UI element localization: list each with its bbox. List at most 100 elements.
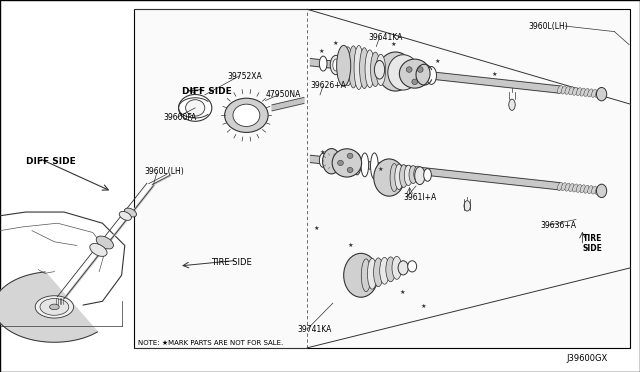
Ellipse shape <box>361 153 369 177</box>
Ellipse shape <box>584 89 589 96</box>
Ellipse shape <box>565 183 570 191</box>
Ellipse shape <box>40 298 69 315</box>
Ellipse shape <box>319 153 327 167</box>
Ellipse shape <box>338 48 348 84</box>
Ellipse shape <box>595 90 600 98</box>
Polygon shape <box>310 58 560 93</box>
Ellipse shape <box>367 259 377 289</box>
Ellipse shape <box>426 67 436 84</box>
Text: ★: ★ <box>492 72 497 77</box>
Ellipse shape <box>399 165 408 187</box>
Text: ★: ★ <box>333 41 338 46</box>
Ellipse shape <box>557 86 563 94</box>
Ellipse shape <box>414 166 422 182</box>
Ellipse shape <box>119 211 131 220</box>
Ellipse shape <box>584 185 589 193</box>
Ellipse shape <box>365 50 374 87</box>
Ellipse shape <box>344 253 378 297</box>
Ellipse shape <box>348 153 353 158</box>
Ellipse shape <box>348 167 353 173</box>
Ellipse shape <box>599 187 604 195</box>
Ellipse shape <box>35 296 74 318</box>
Ellipse shape <box>569 87 574 95</box>
Ellipse shape <box>386 257 396 282</box>
Text: ★: ★ <box>378 167 383 172</box>
Text: 47950NA: 47950NA <box>266 90 301 99</box>
Ellipse shape <box>338 160 344 166</box>
Ellipse shape <box>573 87 578 95</box>
Ellipse shape <box>596 184 607 198</box>
Ellipse shape <box>349 46 358 88</box>
Ellipse shape <box>573 184 578 192</box>
Ellipse shape <box>599 90 604 98</box>
Ellipse shape <box>569 183 574 192</box>
Text: 39600FA: 39600FA <box>163 113 196 122</box>
Ellipse shape <box>398 261 408 275</box>
Ellipse shape <box>557 182 563 190</box>
Ellipse shape <box>591 186 596 194</box>
Text: 39752XA: 39752XA <box>227 72 262 81</box>
Ellipse shape <box>371 52 380 87</box>
Ellipse shape <box>330 55 342 75</box>
Text: ★: ★ <box>320 150 325 155</box>
Ellipse shape <box>323 148 340 174</box>
Text: TIRE SIDE: TIRE SIDE <box>211 258 252 267</box>
Ellipse shape <box>591 89 596 97</box>
Ellipse shape <box>186 100 205 116</box>
Ellipse shape <box>406 67 412 72</box>
Text: DIFF SIDE: DIFF SIDE <box>182 87 232 96</box>
Ellipse shape <box>374 159 404 196</box>
Text: NOTE: ★MARK PARTS ARE NOT FOR SALE.: NOTE: ★MARK PARTS ARE NOT FOR SALE. <box>138 340 283 346</box>
Ellipse shape <box>371 153 378 179</box>
Bar <box>134 9 630 348</box>
Text: ★: ★ <box>435 59 440 64</box>
Ellipse shape <box>124 208 136 217</box>
Ellipse shape <box>361 259 371 292</box>
Ellipse shape <box>390 164 398 192</box>
Ellipse shape <box>319 56 327 71</box>
Ellipse shape <box>392 256 402 279</box>
Ellipse shape <box>90 244 107 256</box>
Ellipse shape <box>409 166 417 183</box>
Text: J39600GX: J39600GX <box>566 355 607 363</box>
Ellipse shape <box>399 59 430 88</box>
Ellipse shape <box>417 67 423 72</box>
Ellipse shape <box>378 52 413 91</box>
Text: 39636+A: 39636+A <box>541 221 577 230</box>
Text: ★: ★ <box>348 243 353 248</box>
Polygon shape <box>0 272 97 342</box>
Ellipse shape <box>225 98 268 132</box>
Ellipse shape <box>360 48 369 89</box>
Ellipse shape <box>395 164 403 189</box>
Ellipse shape <box>561 183 566 191</box>
Ellipse shape <box>333 59 339 71</box>
Ellipse shape <box>580 185 585 193</box>
Ellipse shape <box>580 88 585 96</box>
Ellipse shape <box>415 167 425 185</box>
Ellipse shape <box>588 186 593 194</box>
Ellipse shape <box>376 54 385 86</box>
Ellipse shape <box>380 257 389 284</box>
Ellipse shape <box>374 258 383 287</box>
Ellipse shape <box>595 186 600 195</box>
Ellipse shape <box>374 61 385 79</box>
Text: ★: ★ <box>391 42 396 47</box>
Ellipse shape <box>561 86 566 94</box>
Ellipse shape <box>337 45 351 86</box>
Polygon shape <box>272 97 304 111</box>
Ellipse shape <box>343 47 353 86</box>
Text: TIRE
SIDE: TIRE SIDE <box>582 234 602 253</box>
Text: DIFF SIDE: DIFF SIDE <box>26 157 76 166</box>
Ellipse shape <box>577 185 582 192</box>
Ellipse shape <box>464 201 470 211</box>
Ellipse shape <box>96 236 113 249</box>
Text: ★: ★ <box>399 289 404 295</box>
Ellipse shape <box>353 153 361 175</box>
Ellipse shape <box>424 169 431 181</box>
Text: 39741KA: 39741KA <box>298 325 332 334</box>
Ellipse shape <box>404 165 413 186</box>
Ellipse shape <box>596 87 607 101</box>
Ellipse shape <box>577 88 582 96</box>
Ellipse shape <box>408 261 417 272</box>
Text: ★: ★ <box>314 226 319 231</box>
